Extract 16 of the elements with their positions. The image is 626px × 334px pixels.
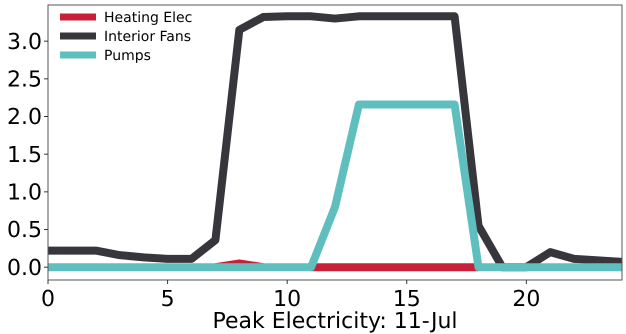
legend-label: Heating Elec	[104, 10, 192, 26]
x-tick-label: 20	[512, 287, 540, 312]
x-tick-label: 10	[273, 287, 302, 312]
legend-label: Interior Fans	[104, 28, 192, 45]
x-tick-label: 15	[392, 287, 421, 312]
x-tick-label: 5	[160, 287, 175, 312]
legend-label: Pumps	[104, 48, 151, 64]
y-tick-label: 1.0	[7, 180, 42, 206]
x-axis-title: Peak Electricity: 11-Jul	[212, 309, 458, 334]
y-tick-label: 2.0	[7, 105, 42, 130]
y-tick-label: 0.0	[7, 256, 42, 281]
y-tick-label: 1.5	[7, 142, 42, 168]
y-tick-label: 0.5	[7, 218, 42, 244]
x-tick-label: 0	[41, 287, 55, 312]
y-tick-label: 3.0	[7, 30, 42, 55]
y-tick-label: 2.5	[7, 68, 42, 93]
